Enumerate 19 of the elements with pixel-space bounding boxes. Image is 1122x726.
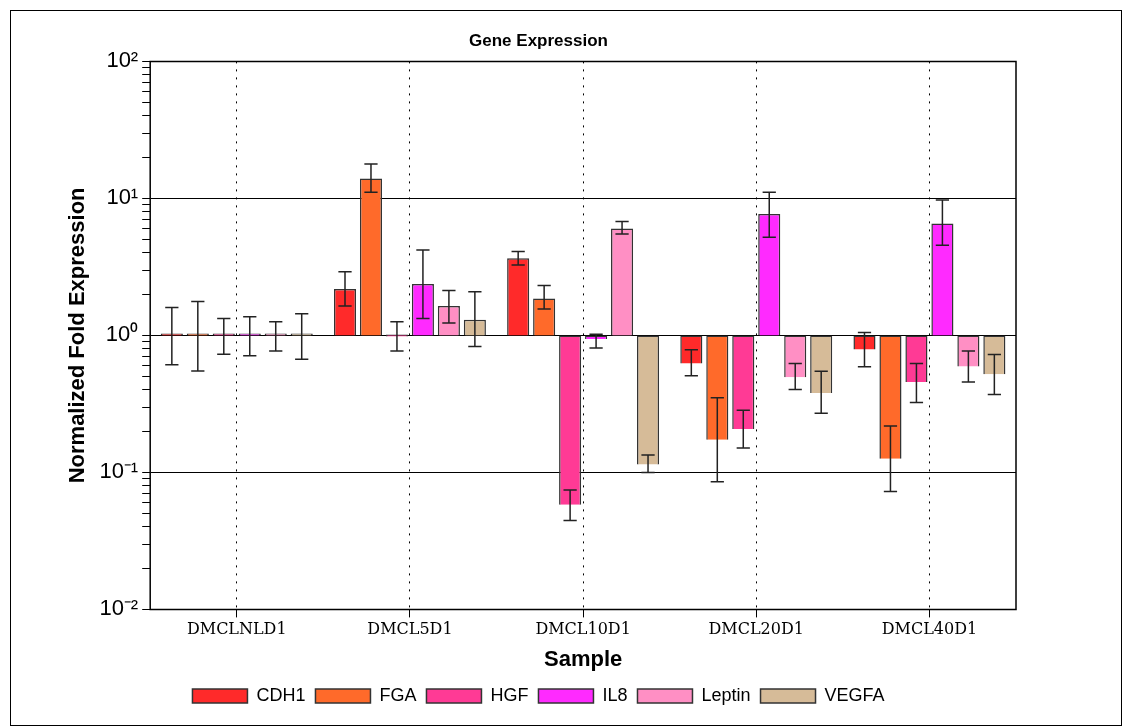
legend-label: Leptin bbox=[701, 684, 751, 705]
legend-label: IL8 bbox=[602, 684, 628, 705]
legend-label: HGF bbox=[490, 684, 529, 705]
y-tick-label: 10⁻² bbox=[99, 595, 139, 621]
x-tick-label: DMCL40D1 bbox=[881, 619, 978, 639]
x-tick-label: DMCLNLD1 bbox=[186, 619, 287, 639]
y-tick-label: 10⁻¹ bbox=[99, 458, 139, 484]
y-tick-label: 10⁰ bbox=[105, 321, 139, 347]
x-tick-label: DMCL10D1 bbox=[535, 619, 631, 639]
chart-title: Gene Expression bbox=[469, 30, 608, 50]
x-tick-label: DMCL20D1 bbox=[708, 619, 804, 639]
y-tick-label: 10¹ bbox=[106, 184, 139, 210]
legend-label: CDH1 bbox=[256, 684, 306, 705]
x-axis-title: Sample bbox=[543, 645, 623, 671]
y-axis-title: Normalized Fold Expression bbox=[64, 187, 90, 484]
legend-label: VEGFA bbox=[824, 684, 885, 705]
x-tick-label: DMCL5D1 bbox=[367, 619, 453, 639]
y-tick-label: 10² bbox=[106, 47, 139, 73]
legend-label: FGA bbox=[379, 684, 417, 705]
